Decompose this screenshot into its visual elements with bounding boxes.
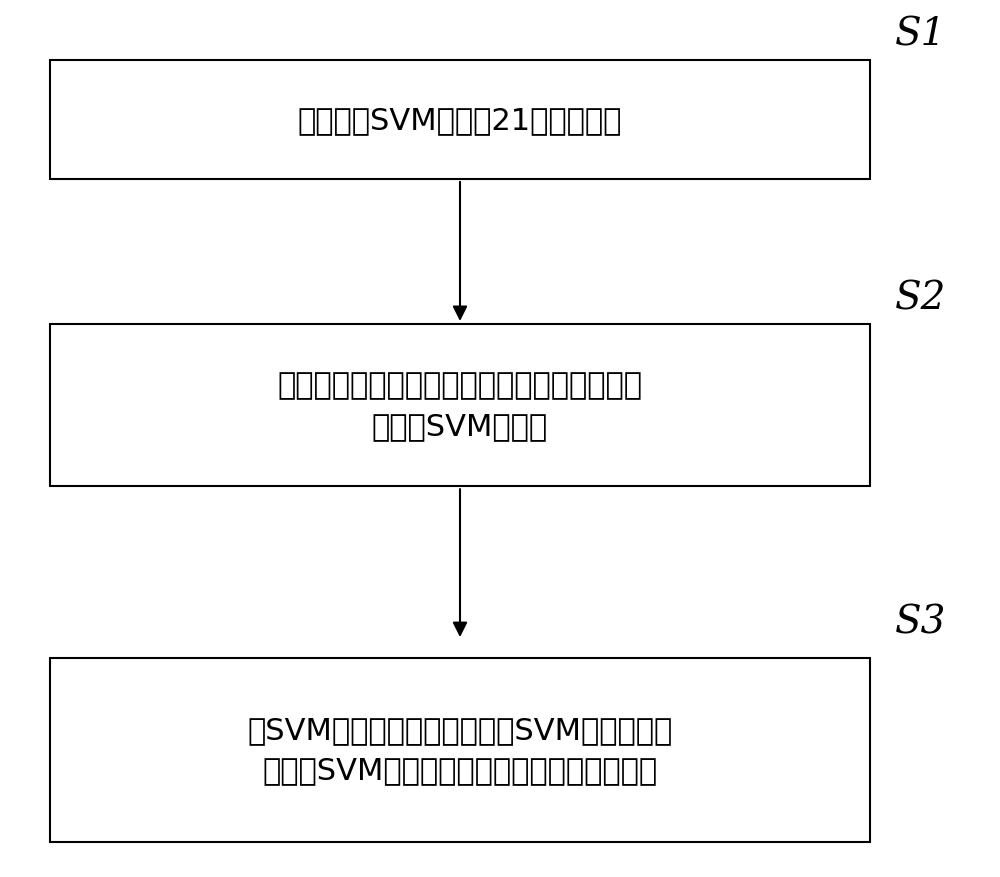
Text: S3: S3 <box>895 604 946 641</box>
Bar <box>50 61 870 180</box>
Bar <box>50 324 870 487</box>
Text: 采集建立SVM模型的21项原始参数: 采集建立SVM模型的21项原始参数 <box>298 106 622 135</box>
Bar <box>50 658 870 842</box>
Text: 对所述原始参数做离散化处理以获得原始参数
对应的SVM特征值: 对所述原始参数做离散化处理以获得原始参数 对应的SVM特征值 <box>277 371 642 440</box>
Text: S2: S2 <box>895 280 946 317</box>
Text: S1: S1 <box>895 17 946 53</box>
Text: 以SVM特征值为基础数据构建SVM模型，并通
过所述SVM模型预测川崎病的冠脉损伤并发症: 以SVM特征值为基础数据构建SVM模型，并通 过所述SVM模型预测川崎病的冠脉损… <box>247 715 673 785</box>
